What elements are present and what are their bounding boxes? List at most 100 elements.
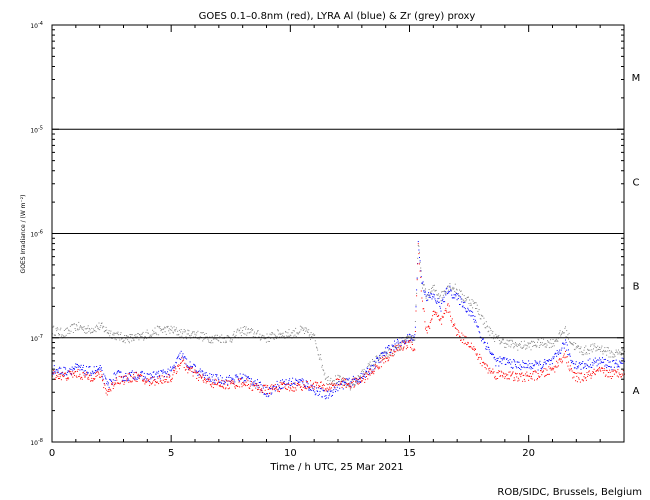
x-tick-label: 15: [403, 448, 416, 459]
data-point: [167, 371, 168, 373]
data-point: [289, 390, 291, 392]
data-point: [322, 389, 324, 391]
y-tick-label: 10-7: [30, 334, 43, 343]
data-point: [545, 343, 547, 345]
data-point: [357, 379, 359, 380]
data-point: [238, 381, 240, 383]
data-point: [132, 377, 134, 379]
data-point: [604, 358, 606, 360]
data-point: [458, 331, 460, 333]
data-point: [571, 343, 573, 344]
data-point: [234, 374, 236, 376]
data-point: [285, 379, 287, 381]
data-point: [422, 287, 423, 289]
data-point: [251, 329, 253, 331]
data-point: [588, 366, 590, 368]
data-point: [487, 331, 489, 333]
data-point: [277, 390, 279, 392]
data-point: [438, 301, 440, 303]
data-point: [165, 327, 167, 329]
data-point: [515, 373, 517, 375]
data-point: [464, 308, 466, 310]
data-point: [169, 369, 171, 371]
data-point: [451, 297, 453, 299]
data-point: [436, 315, 438, 317]
data-point: [136, 372, 137, 374]
data-point: [155, 381, 157, 383]
data-point: [440, 300, 442, 302]
data-point: [288, 380, 290, 382]
data-point: [122, 341, 124, 343]
data-point: [549, 368, 551, 370]
data-point: [394, 343, 396, 345]
data-point: [301, 378, 303, 380]
data-point: [432, 311, 434, 312]
data-point: [53, 365, 55, 367]
data-point: [400, 343, 402, 345]
data-point: [158, 327, 160, 329]
data-point: [69, 373, 71, 375]
data-point: [153, 371, 155, 373]
data-point: [430, 320, 432, 322]
data-point: [180, 363, 182, 364]
data-point: [66, 374, 68, 376]
data-point: [273, 338, 275, 340]
data-point: [196, 332, 198, 334]
data-point: [148, 374, 150, 375]
data-point: [359, 381, 361, 382]
data-point: [165, 373, 167, 375]
data-point: [404, 340, 406, 342]
data-point: [111, 384, 113, 386]
data-point: [207, 378, 209, 380]
data-point: [432, 286, 434, 288]
data-point: [591, 362, 593, 364]
data-point: [220, 386, 222, 388]
data-point: [378, 362, 380, 364]
data-point: [158, 383, 160, 385]
data-point: [121, 380, 123, 382]
data-point: [264, 337, 266, 339]
data-point: [604, 350, 606, 352]
data-point: [270, 334, 272, 336]
data-point: [280, 380, 282, 382]
data-point: [298, 333, 300, 335]
data-point: [383, 352, 385, 354]
data-point: [504, 376, 506, 378]
data-point: [489, 351, 491, 353]
data-point: [544, 376, 546, 378]
data-point: [108, 390, 110, 392]
data-point: [476, 354, 478, 356]
data-point: [606, 364, 608, 366]
data-point: [286, 389, 288, 390]
data-point: [355, 380, 357, 382]
data-point: [559, 330, 561, 332]
data-point: [351, 382, 353, 384]
data-point: [63, 375, 65, 377]
data-point: [282, 332, 284, 334]
data-point: [493, 335, 495, 337]
data-point: [180, 362, 182, 364]
data-point: [199, 375, 201, 376]
data-point: [252, 389, 254, 391]
data-point: [395, 345, 397, 347]
data-point: [549, 363, 551, 365]
data-point: [600, 367, 602, 369]
data-point: [568, 361, 569, 363]
data-point: [599, 366, 600, 368]
data-point: [550, 360, 552, 362]
y-tick-label: 10-8: [30, 438, 43, 447]
data-point: [612, 360, 614, 362]
data-point: [470, 310, 472, 312]
data-point: [525, 373, 527, 375]
data-point: [176, 371, 178, 373]
data-point: [255, 383, 257, 385]
data-point: [528, 360, 530, 362]
data-point: [561, 332, 563, 334]
data-point: [310, 380, 311, 382]
data-point: [607, 350, 609, 352]
data-point: [86, 366, 87, 368]
data-point: [388, 354, 390, 356]
data-point: [463, 339, 465, 341]
data-point: [548, 347, 550, 349]
